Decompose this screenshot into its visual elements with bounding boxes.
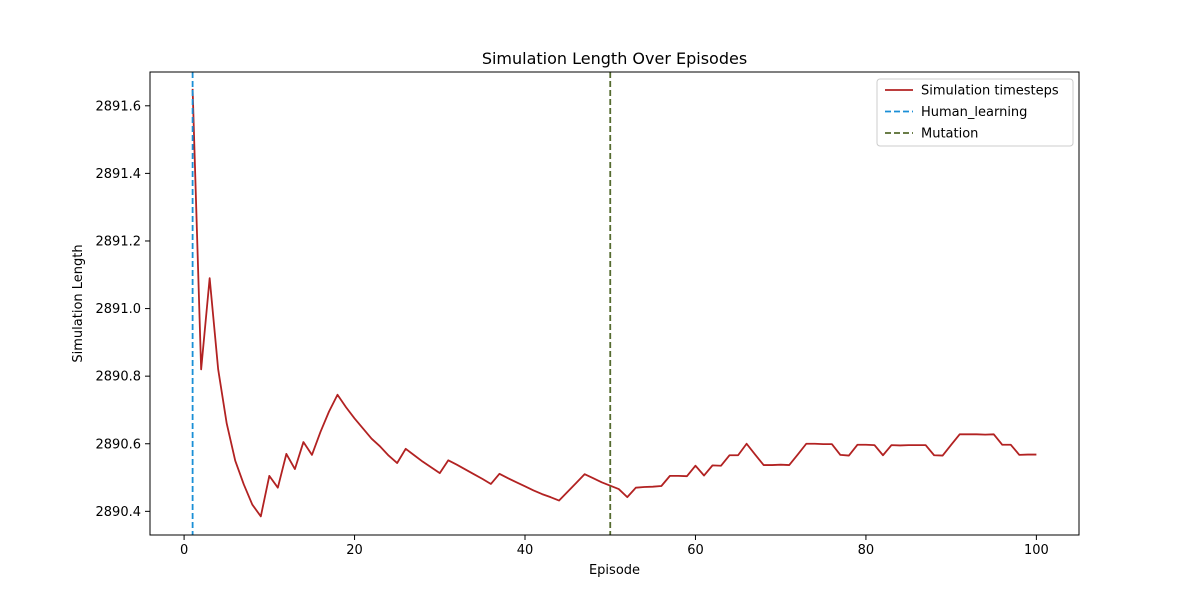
x-tick-label: 100 [1024,543,1049,558]
x-axis: 0 20 40 60 80 100 [180,535,1049,558]
y-tick-label: 2891.4 [96,167,142,182]
chart-title: Simulation Length Over Episodes [482,49,747,68]
y-tick-label: 2891.2 [96,234,142,249]
plot-frame [149,71,1080,536]
y-axis: 2890.4 2890.6 2890.8 2891.0 2891.2 2891.4 2891… [96,99,150,520]
x-tick-label: 40 [517,543,534,558]
plot-area [191,72,1037,535]
y-tick-label: 2890.6 [96,437,142,452]
series-group [191,72,1037,535]
x-tick-label: 20 [346,543,363,558]
y-tick-label: 2891.0 [96,302,142,317]
legend-label: Simulation timesteps [921,84,1059,99]
x-tick-label: 80 [858,543,875,558]
legend-box [876,78,1074,147]
x-tick-label: 60 [687,543,704,558]
legend-label: Mutation [921,127,978,142]
y-axis-label: Simulation Length [71,244,86,362]
legend: Simulation timesteps Human_learning Mutati… [876,78,1074,147]
y-tick-label: 2891.6 [96,99,142,114]
legend-label: Human_learning [921,105,1027,120]
y-tick-label: 2890.8 [96,370,142,385]
series-line-simulation-timesteps [191,88,1037,518]
x-tick-label: 0 [180,543,188,558]
x-axis-label: Episode [589,563,640,578]
y-tick-label: 2890.4 [96,505,142,520]
